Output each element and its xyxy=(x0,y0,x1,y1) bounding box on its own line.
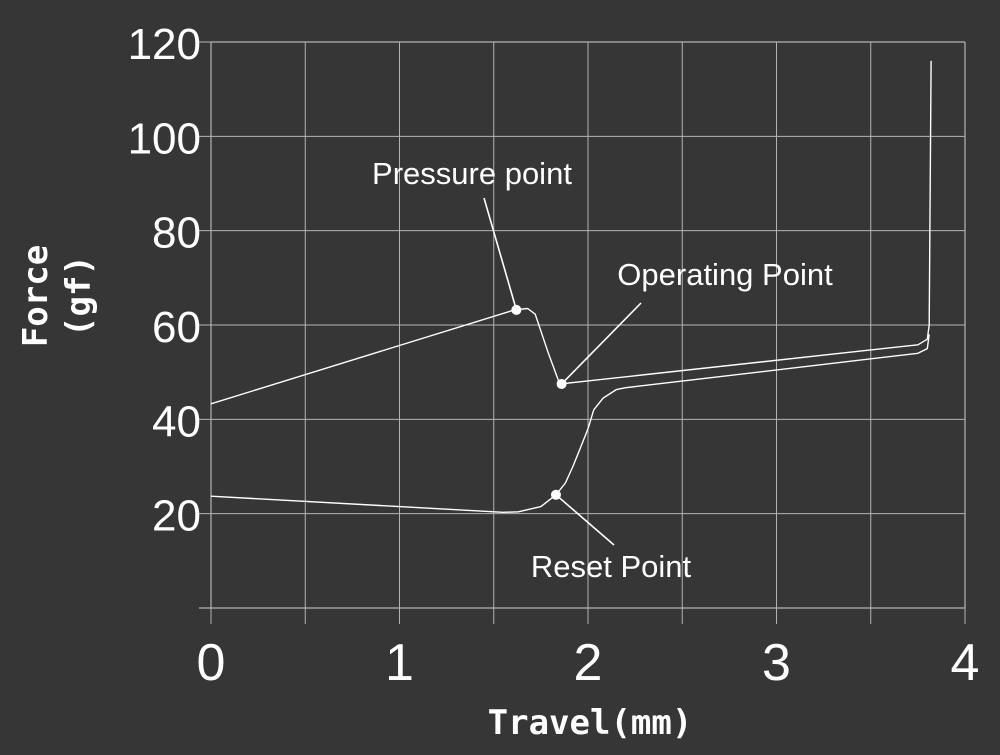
annotation-label: Operating Point xyxy=(617,257,833,292)
y-tick-label: 80 xyxy=(152,209,201,258)
annotation-leader xyxy=(561,302,642,385)
y-tick-label: 20 xyxy=(152,492,201,541)
x-tick-label: 1 xyxy=(385,634,414,692)
annotation-leader xyxy=(483,197,518,311)
y-axis-unit: (gf) xyxy=(59,255,99,337)
series-line-1 xyxy=(210,60,932,405)
annotation-marker xyxy=(511,304,522,315)
annotation-marker xyxy=(550,489,561,500)
series-line-2 xyxy=(210,334,930,513)
x-tick-label: 4 xyxy=(951,634,980,692)
x-axis-title: Travel(mm) xyxy=(488,703,693,743)
annotation-layer: Pressure point Operating Point Reset Point xyxy=(372,156,833,584)
y-tick-label: 40 xyxy=(152,397,201,446)
x-tick-label: 0 xyxy=(197,634,226,692)
y-axis-title: Force xyxy=(16,245,56,347)
x-tick-label: 2 xyxy=(574,634,603,692)
annotation-label: Pressure point xyxy=(372,156,572,191)
grid-layer xyxy=(199,41,966,624)
y-axis-title-group: Force xyxy=(16,245,56,347)
annotation-marker xyxy=(556,378,567,389)
y-axis-unit-group: (gf) xyxy=(59,255,99,337)
y-tick-label: 100 xyxy=(128,114,201,163)
tick-layer: 20 40 60 80 100 120 0 1 2 3 4 xyxy=(128,20,980,692)
x-tick-label: 3 xyxy=(762,634,791,692)
y-tick-label: 120 xyxy=(128,20,201,69)
annotation-label: Reset Point xyxy=(531,549,692,584)
annotation-leader xyxy=(555,494,615,546)
y-tick-label: 60 xyxy=(152,303,201,352)
